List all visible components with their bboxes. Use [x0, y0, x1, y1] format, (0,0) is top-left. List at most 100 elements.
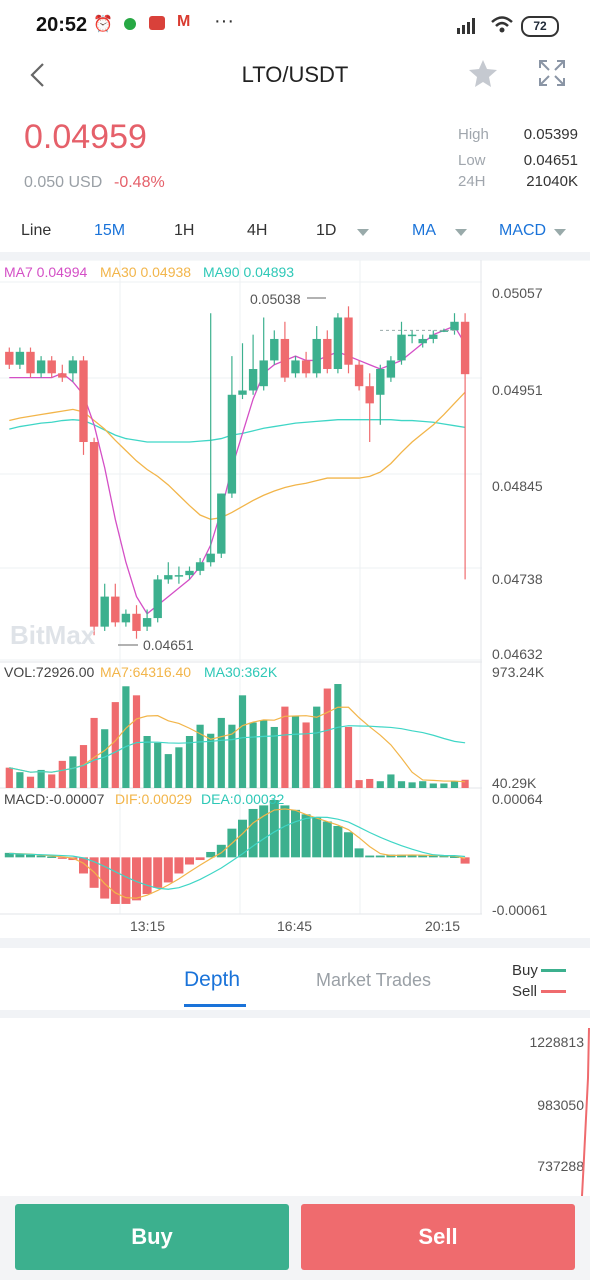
macd-bar [428, 855, 438, 858]
legend-vol-ma30: MA30:362K [204, 664, 278, 680]
volume-bar [143, 736, 151, 788]
macd-bar [418, 855, 428, 858]
volume-bar [122, 686, 130, 788]
vol-tick: 973.24K [492, 664, 545, 680]
ma90-line [9, 419, 466, 443]
macd-bar [344, 832, 353, 858]
macd-bar [195, 857, 205, 861]
tab-line[interactable]: Line [21, 222, 52, 239]
volume-bar [238, 695, 247, 788]
volume-bar [196, 724, 204, 788]
tab-market-trades[interactable]: Market Trades [316, 970, 432, 990]
volume-bar [429, 783, 437, 788]
price-usd: 0.050 USD [24, 174, 103, 191]
macd-bar [354, 848, 364, 858]
volume-bar [90, 717, 98, 788]
last-price: 0.04959 [24, 118, 147, 156]
candle-body [26, 351, 35, 374]
volume-bar [58, 760, 66, 788]
volume-bar [334, 684, 342, 788]
buy-button[interactable]: Buy [15, 1204, 289, 1270]
candle-body [47, 360, 56, 374]
tab-ma[interactable]: MA [412, 222, 436, 239]
candle-body [386, 360, 396, 378]
macd-bar [333, 825, 343, 858]
price-tick: 0.05057 [492, 285, 543, 301]
volume-bar [228, 724, 236, 788]
time-tick: 13:15 [130, 918, 166, 934]
macd-bar [439, 855, 449, 858]
price-tick: 0.04738 [492, 571, 543, 587]
dif-line [9, 808, 466, 899]
candle-body [111, 596, 120, 623]
candle-body [132, 613, 141, 631]
chevron-down-icon[interactable] [455, 229, 467, 236]
macd-bar [259, 805, 269, 858]
volume-bar [302, 722, 310, 788]
macd-bar [322, 821, 332, 858]
volume-bar [323, 688, 331, 788]
chart-canvas [0, 260, 590, 915]
macd-bar [110, 857, 120, 904]
macd-bar [79, 857, 88, 874]
candle-body [121, 613, 131, 623]
chevron-down-icon[interactable] [357, 229, 369, 236]
candle-body [397, 334, 406, 361]
candle-body [450, 321, 459, 331]
time-tick: 20:15 [425, 918, 461, 934]
macd-bar [238, 819, 247, 858]
tab-1h[interactable]: 1H [174, 222, 195, 239]
kline-chart[interactable]: BitMax MA7 0.04994 MA30 0.04938 MA90 0.0… [0, 260, 590, 940]
volume-bar [111, 702, 119, 788]
volume-bar [16, 772, 24, 788]
volume-bar [270, 726, 278, 788]
legend-vol: VOL:72926.00 [4, 664, 95, 680]
legend-dif: DIF:0.00029 [115, 791, 193, 807]
macd-bar [397, 854, 406, 858]
signal-icon [457, 18, 475, 34]
tab-macd[interactable]: MACD [499, 222, 547, 239]
legend-vol-ma7: MA7:64316.40 [100, 664, 192, 680]
chevron-left-icon[interactable] [28, 62, 48, 88]
dea-line [9, 816, 466, 890]
candle-body [79, 360, 88, 443]
macd-tick: -0.00061 [492, 902, 548, 918]
volume-bar [185, 736, 194, 788]
volume-bar [154, 742, 162, 788]
macd-bar [142, 857, 152, 895]
more-dots-icon: ··· [214, 10, 234, 32]
depth-chart[interactable]: 1228813 983050 737288 [0, 1018, 590, 1196]
macd-bar [163, 857, 173, 883]
expand-icon[interactable] [538, 59, 566, 87]
candle-body [58, 373, 67, 378]
volume-bar [440, 783, 448, 788]
volume-ma30-line [9, 725, 466, 773]
candle-body [429, 334, 438, 339]
volume-bar [291, 715, 300, 788]
page-title: LTO/USDT [241, 62, 349, 87]
volume-bar [79, 745, 88, 788]
macd-bar [280, 805, 290, 858]
star-icon[interactable] [468, 58, 498, 88]
divider [0, 938, 590, 948]
volume-bar [387, 774, 395, 788]
tab-active-indicator [184, 1004, 246, 1007]
macd-bar [4, 852, 14, 858]
tab-15m[interactable]: 15M [94, 222, 126, 239]
volume-bar [366, 778, 374, 788]
stat-24h-value: 21040K [526, 173, 578, 190]
candle-body [270, 338, 279, 361]
tab-1d[interactable]: 1D [316, 222, 337, 239]
macd-bar [15, 853, 25, 858]
volume-bar [5, 767, 13, 788]
chevron-down-icon[interactable] [554, 229, 566, 236]
macd-bar [100, 857, 110, 899]
sell-button[interactable]: Sell [301, 1204, 575, 1270]
candle-body [280, 338, 290, 378]
candle-body [174, 575, 184, 577]
status-bar: 20:52 ⏰ M ··· 72 [0, 0, 590, 52]
macd-bar [460, 857, 470, 864]
tab-4h[interactable]: 4H [247, 222, 268, 239]
macd-bar [301, 814, 311, 858]
tab-depth[interactable]: Depth [184, 968, 241, 991]
